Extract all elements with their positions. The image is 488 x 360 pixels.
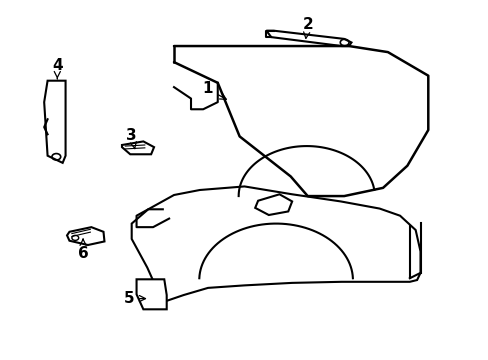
Polygon shape [266,31,351,46]
Polygon shape [136,279,166,309]
Polygon shape [67,227,104,245]
Text: 5: 5 [123,291,145,306]
Text: 3: 3 [126,128,137,149]
Text: 2: 2 [302,17,312,39]
Polygon shape [131,186,420,302]
Polygon shape [122,141,154,154]
Polygon shape [255,194,291,215]
Text: 1: 1 [203,81,226,99]
Text: 6: 6 [78,239,88,261]
Polygon shape [44,81,65,163]
Text: 4: 4 [52,58,62,79]
